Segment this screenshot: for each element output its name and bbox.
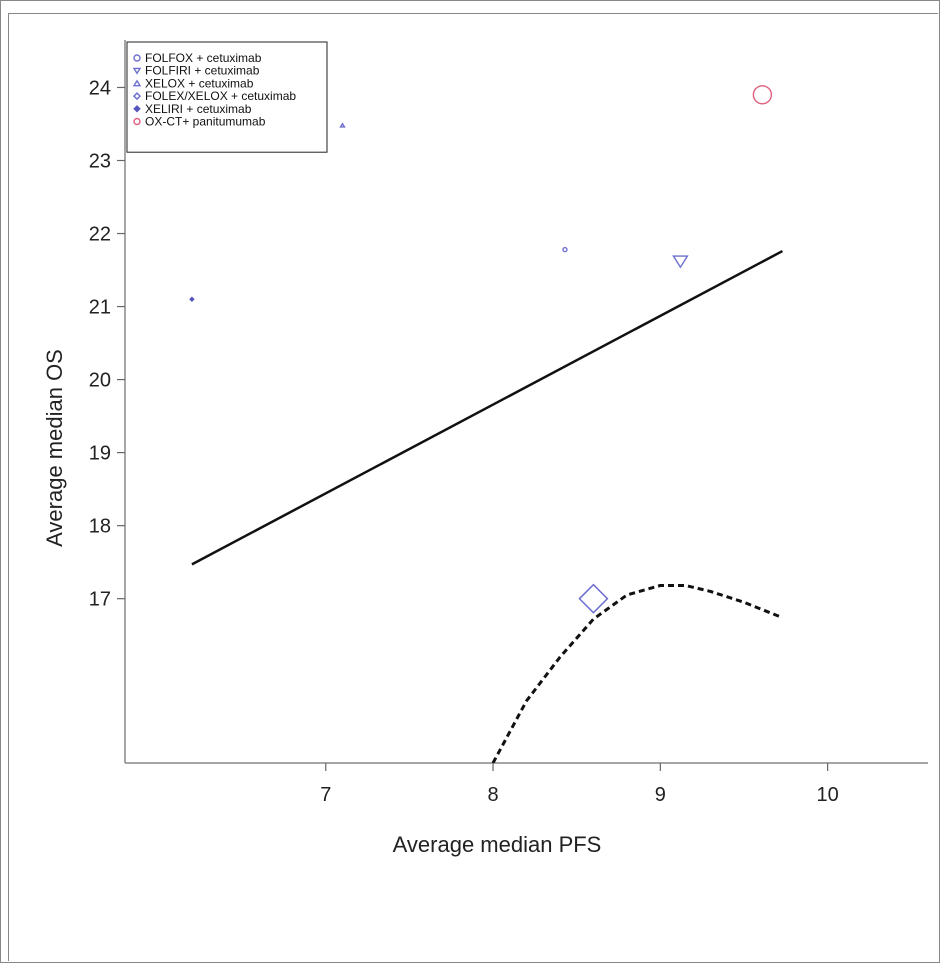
legend-label: FOLFIRI + cetuximab [145, 64, 260, 78]
x-tick-label: 8 [487, 784, 498, 806]
data-point [189, 296, 195, 302]
y-tick-label: 24 [89, 77, 111, 99]
legend-marker [133, 105, 141, 113]
data-point [752, 85, 773, 105]
x-tick-label: 7 [320, 784, 331, 806]
y-tick-label: 21 [89, 297, 111, 319]
confidence-band-upper [451, 0, 719, 14]
y-tick-label: 20 [89, 370, 111, 392]
x-tick-label: 9 [655, 784, 666, 806]
legend-label: FOLFOX + cetuximab [145, 51, 262, 65]
legend-marker [133, 117, 141, 126]
legend-marker [132, 79, 142, 87]
legend-label: OX-CT+ panitumumab [145, 115, 266, 129]
y-tick-label: 17 [89, 589, 111, 611]
x-tick-label: 10 [817, 784, 839, 806]
legend-label: XELIRI + cetuximab [145, 102, 252, 116]
data-point [562, 246, 568, 253]
data-point [339, 122, 346, 128]
confidence-band [451, 0, 784, 763]
figure-inner-frame [8, 13, 938, 961]
y-axis-ticks: 17 18 19 20 21 22 23 24 [89, 77, 125, 611]
y-tick-label: 19 [89, 443, 111, 465]
y-axis-title: Average median OS [42, 349, 67, 547]
y-tick-label: 23 [89, 151, 111, 173]
regression-line-segment [191, 249, 784, 566]
legend-box [126, 41, 328, 153]
plot-area [189, 0, 784, 763]
y-tick-label: 22 [89, 224, 111, 246]
data-points [189, 85, 773, 614]
confidence-band-lower [491, 584, 784, 763]
legend-marker [132, 92, 142, 101]
legend-label: FOLEX/XELOX + cetuximab [145, 89, 296, 103]
regression-line [191, 249, 784, 566]
x-axis-title: Average median PFS [393, 832, 602, 857]
x-axis-ticks: 7 8 9 10 [320, 763, 839, 806]
legend-marker [133, 54, 141, 62]
y-tick-label: 18 [89, 516, 111, 538]
data-point [578, 583, 609, 614]
legend-marker [132, 67, 142, 75]
data-point [672, 255, 689, 269]
legend-label: XELOX + cetuximab [145, 76, 254, 90]
